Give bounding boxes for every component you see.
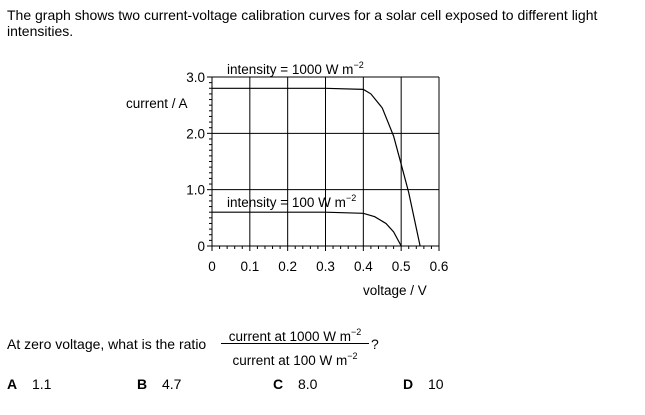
series-line-low-intensity: [212, 211, 402, 247]
fraction-bar: [221, 343, 369, 344]
y-tick-label: 0: [197, 239, 205, 254]
answer-options: A 1.1 B 4.7 C 8.0 D 10: [0, 376, 645, 396]
ratio-question: At zero voltage, what is the ratio curre…: [7, 322, 407, 368]
option-c[interactable]: C 8.0: [273, 376, 318, 392]
y-axis-label: current / A: [126, 96, 188, 111]
x-axis-label: voltage / V: [363, 283, 427, 298]
ratio-denominator: current at 100 W m−2: [232, 351, 358, 368]
ratio-fraction: current at 1000 W m−2 current at 100 W m…: [221, 322, 369, 368]
x-tick-label: 0.1: [240, 259, 259, 274]
question-intro: The graph shows two current-voltage cali…: [7, 7, 598, 39]
x-tick-label: 0: [208, 259, 216, 274]
iv-chart: 0 0.1 0.2 0.3 0.4 0.5 0.6 0 1.0 2.0 3.0 current / A…: [126, 60, 448, 298]
x-tick-label: 0.6: [430, 259, 449, 274]
chart-ticks: [207, 76, 440, 251]
ratio-suffix: ?: [371, 336, 379, 352]
ratio-numerator: current at 1000 W m−2: [228, 327, 362, 344]
series-line-high-intensity: [212, 87, 421, 247]
chart-grid: [212, 76, 440, 246]
y-tick-label: 3.0: [186, 70, 205, 85]
option-d[interactable]: D 10: [403, 376, 444, 392]
y-tick-label: 2.0: [186, 126, 205, 141]
y-tick-label: 1.0: [186, 183, 205, 198]
chart-series: [212, 87, 421, 247]
option-b[interactable]: B 4.7: [137, 376, 182, 392]
chart-labels: 0 0.1 0.2 0.3 0.4 0.5 0.6 0 1.0 2.0 3.0 current / A…: [126, 60, 448, 298]
x-tick-label: 0.5: [392, 259, 411, 274]
x-tick-label: 0.3: [316, 259, 335, 274]
ratio-prefix: At zero voltage, what is the ratio: [7, 336, 207, 352]
series-label-low-intensity: intensity = 100 W m−2: [227, 193, 356, 210]
x-tick-label: 0.4: [354, 259, 373, 274]
x-tick-label: 0.2: [278, 259, 297, 274]
series-label-high-intensity: intensity = 1000 W m−2: [227, 60, 364, 77]
option-a[interactable]: A 1.1: [7, 376, 52, 392]
